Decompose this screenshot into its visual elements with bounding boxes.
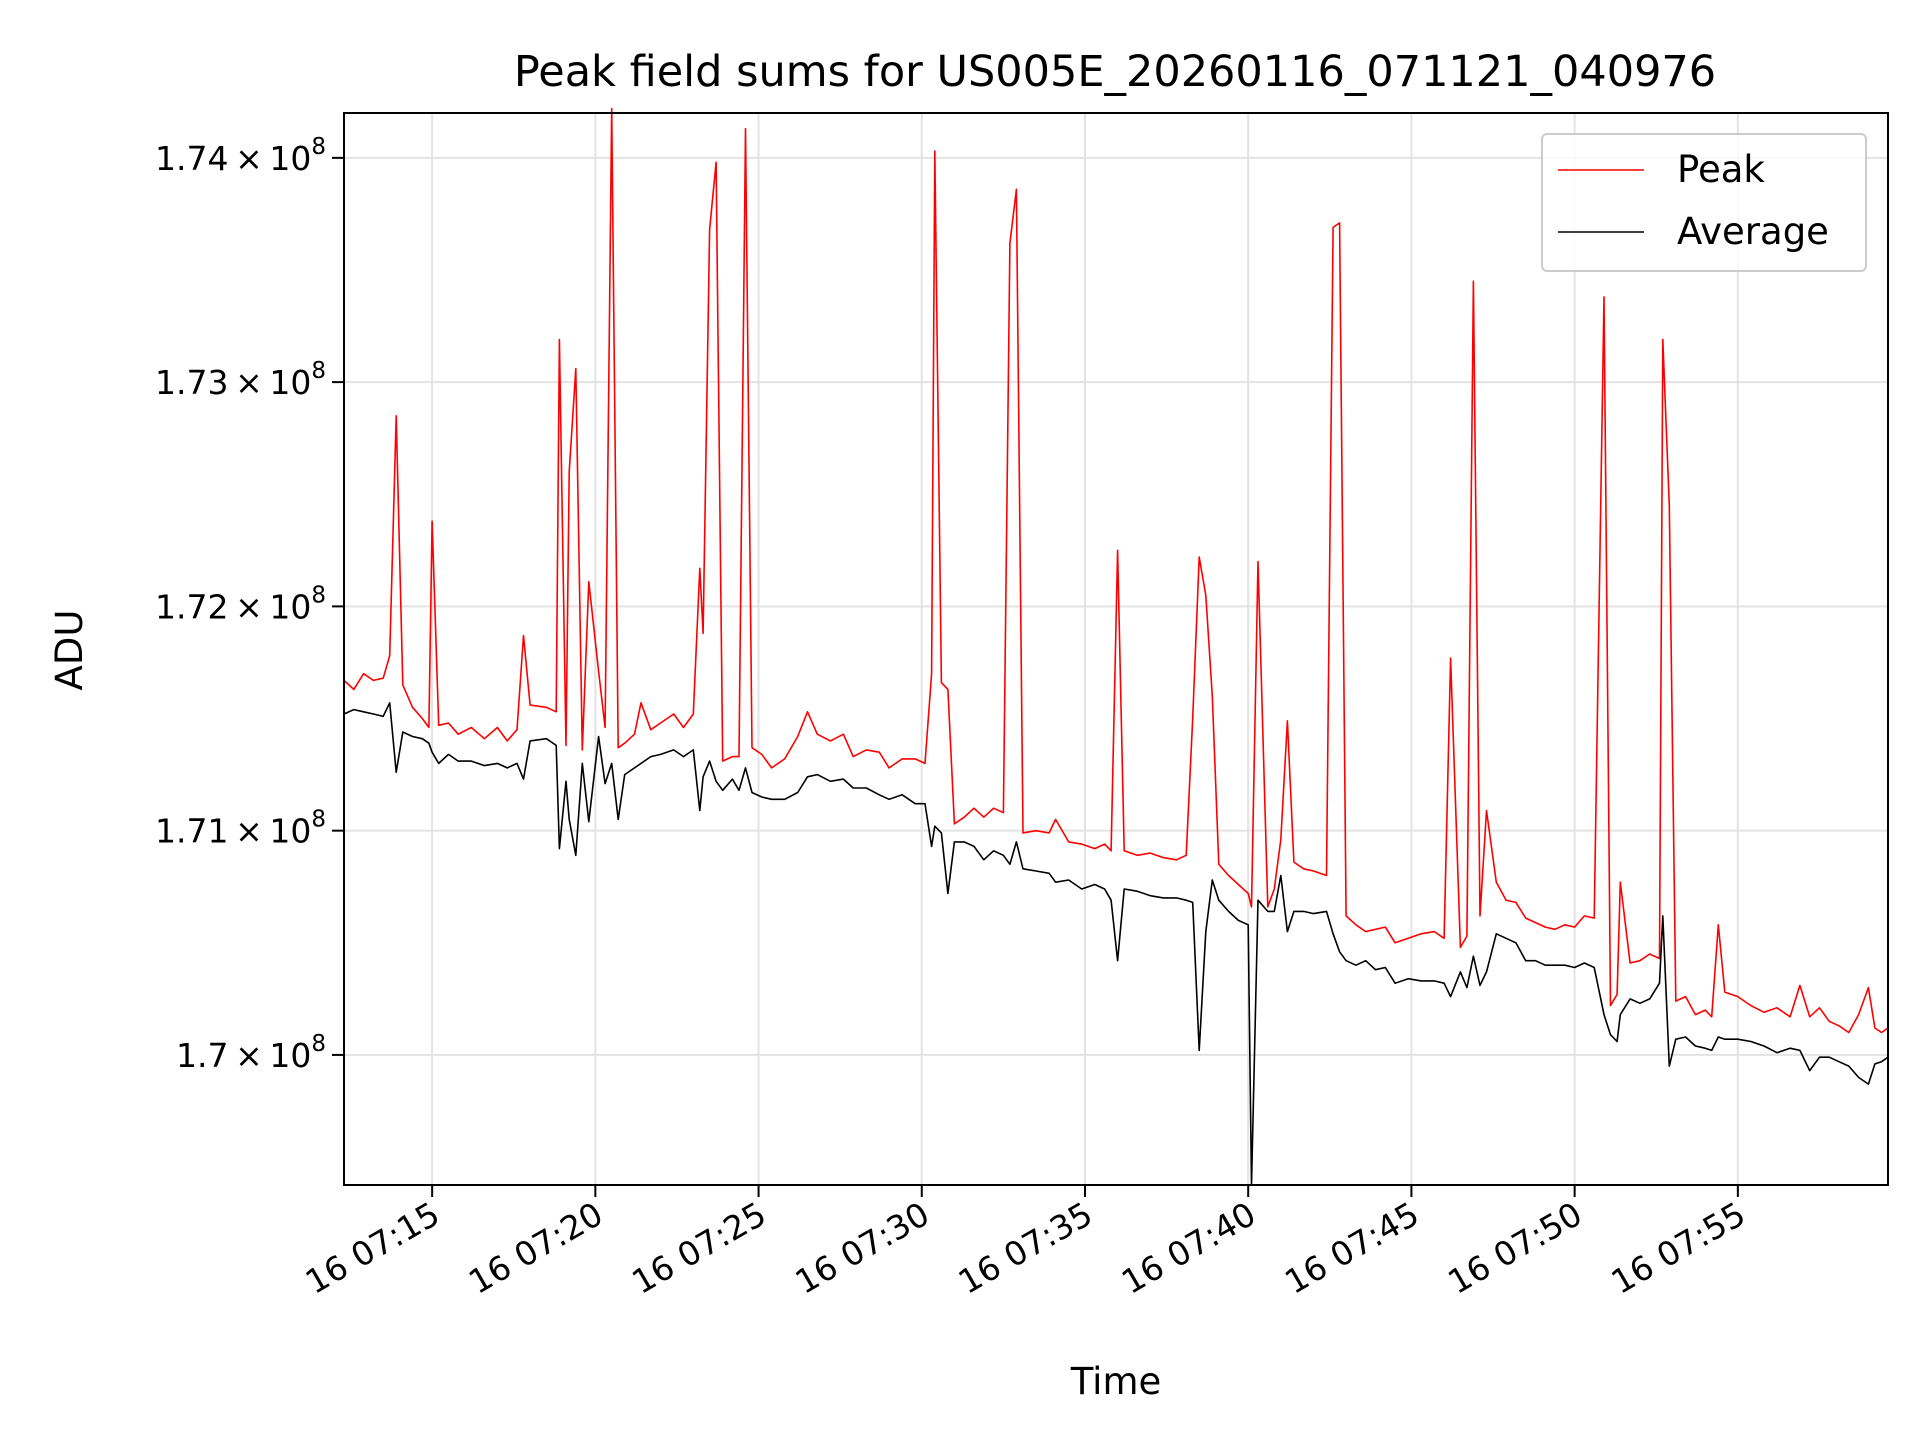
y-tick-label: 1.74 × 108: [155, 134, 326, 178]
legend: Peak Average: [1541, 133, 1867, 272]
plot-frame: [343, 112, 1889, 1186]
y-tick-label: 1.73 × 108: [155, 358, 326, 402]
chart-title: Peak field sums for US005E_20260116_0711…: [514, 47, 1716, 97]
y-axis-label: ADU: [48, 610, 91, 691]
legend-label-peak: Peak: [1677, 148, 1765, 191]
y-tick-label: 1.7 × 108: [176, 1031, 326, 1075]
legend-label-average: Average: [1677, 210, 1829, 253]
x-axis-label: Time: [1070, 1360, 1162, 1403]
series-line-peak: [343, 107, 1889, 1034]
legend-box: [1541, 133, 1867, 272]
series-line-average: [343, 701, 1889, 1186]
series-lines: [343, 107, 1889, 1186]
y-tick-label: 1.72 × 108: [155, 582, 326, 626]
y-tick-label: 1.71 × 108: [155, 807, 326, 851]
y-axis: 1.7 × 108 1.71 × 108 1.72 × 108 1.73 × 108 1…: [155, 134, 344, 1075]
